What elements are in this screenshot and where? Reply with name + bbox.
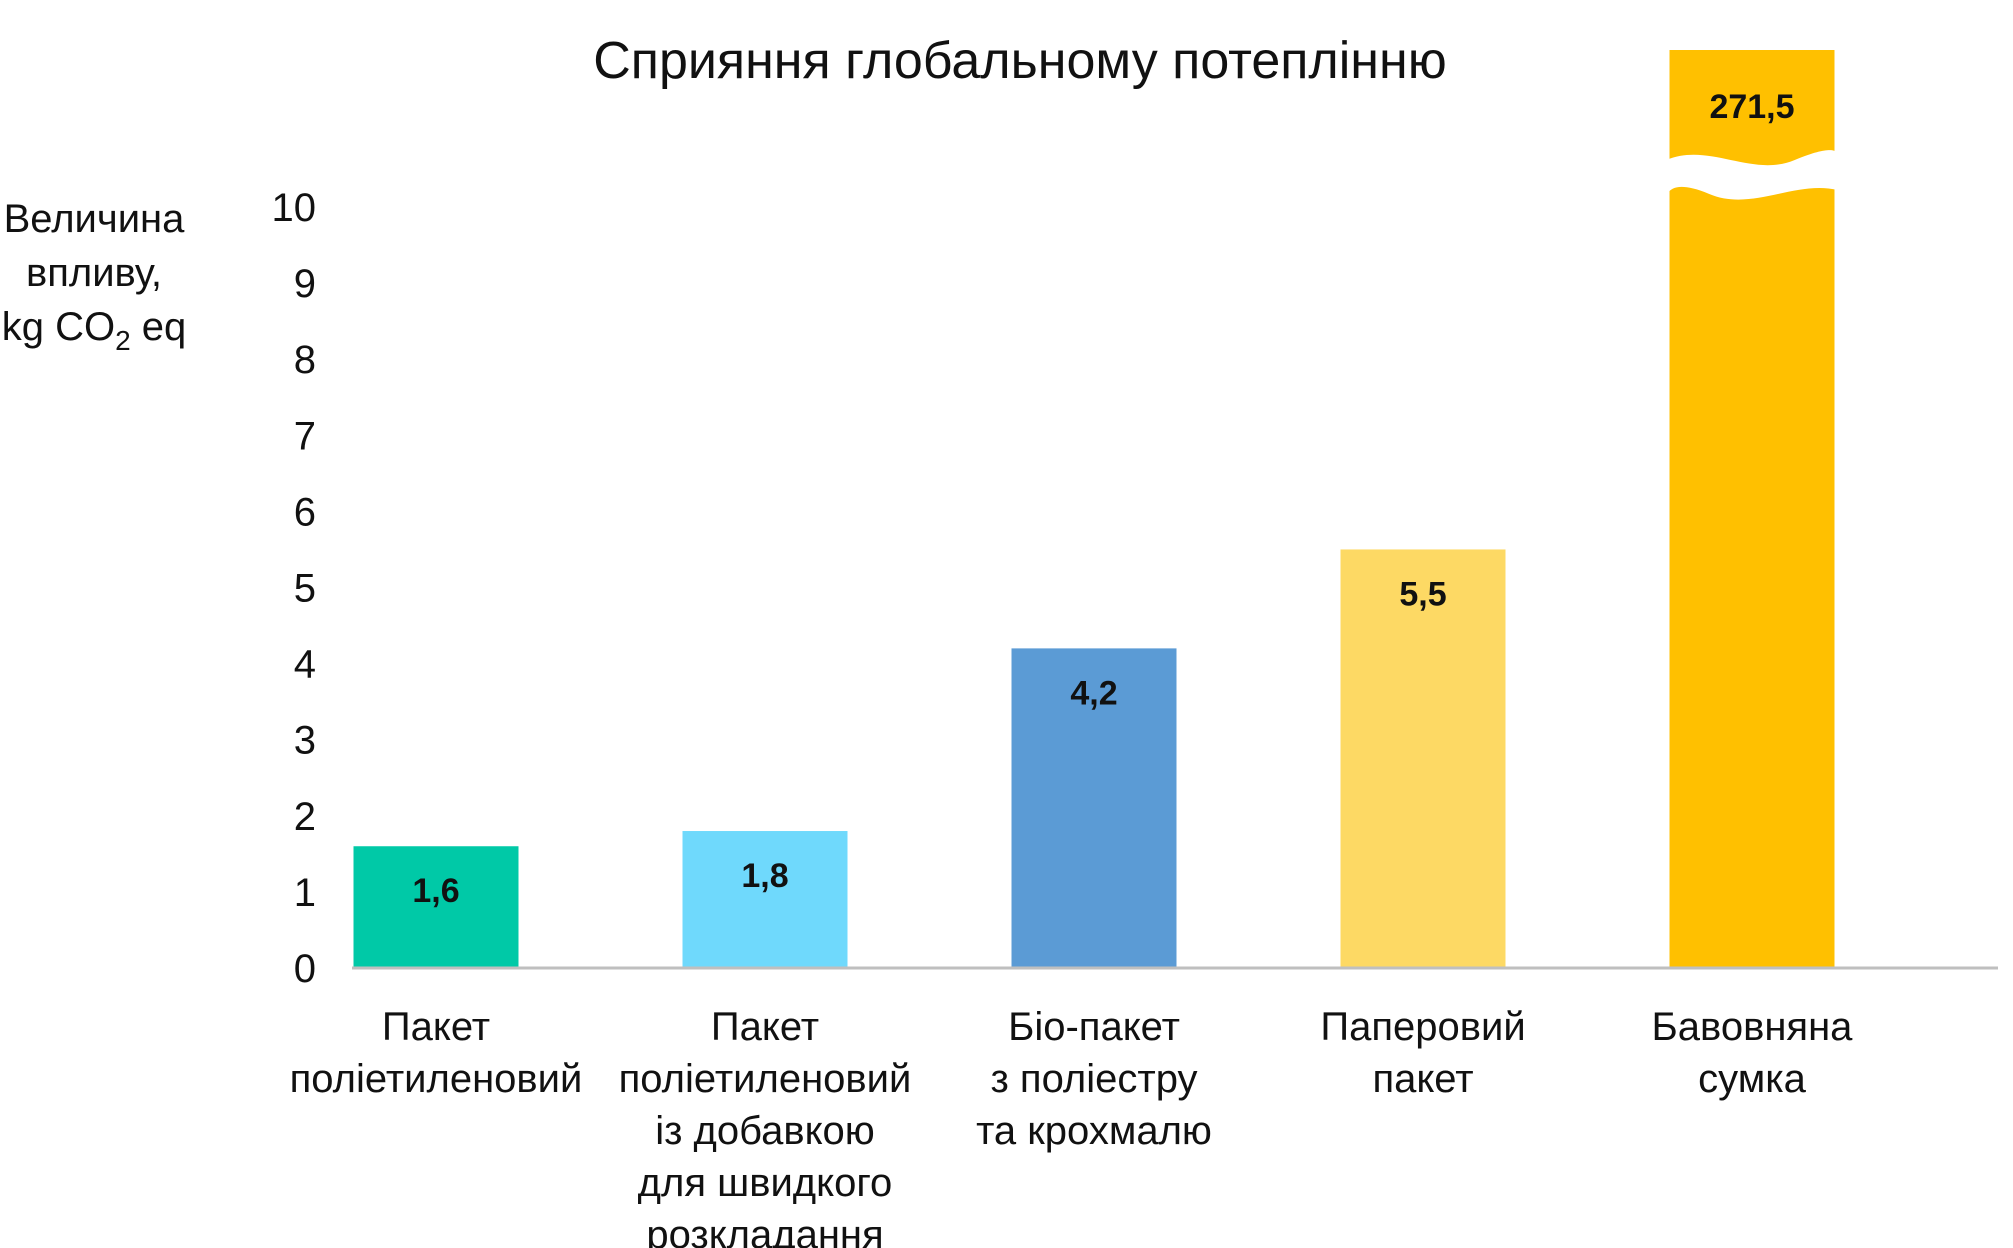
y-tick-label-8: 8 — [294, 338, 316, 382]
y-axis-label-line-1: Величина — [4, 197, 186, 241]
data-label-1: 1,6 — [412, 872, 459, 910]
y-tick-label-6: 6 — [294, 490, 316, 534]
bar-3 — [1011, 648, 1177, 968]
bars — [353, 50, 1838, 968]
data-label-5: 271,5 — [1709, 88, 1794, 126]
y-axis-label-unit-sub: 2 — [115, 325, 131, 356]
chart-title: Сприяння глобальному потеплінню — [593, 32, 1446, 90]
y-tick-label-0: 0 — [294, 947, 316, 991]
data-label-3: 4,2 — [1070, 674, 1117, 712]
bar-4 — [1340, 549, 1506, 968]
y-tick-label-4: 4 — [294, 643, 316, 687]
bar-1 — [353, 846, 519, 968]
data-label-2: 1,8 — [741, 857, 788, 895]
y-axis-label-line-2: впливу, — [26, 251, 162, 295]
x-category-label-2: Пакет поліетиленовий із добавкою для швидко… — [619, 1005, 912, 1248]
x-category-label-1: Пакет поліетиленовий — [290, 1005, 583, 1101]
data-label-4: 5,5 — [1399, 575, 1446, 613]
y-tick-label-1: 1 — [294, 871, 316, 915]
y-tick-label-9: 9 — [294, 262, 316, 306]
y-axis-label: Величина впливу, kg CO2 eq — [2, 197, 187, 356]
y-axis-ticks: 0 1 2 3 4 5 6 7 8 9 10 — [272, 186, 317, 991]
x-category-label-5: Бавовняна сумка — [1652, 1005, 1854, 1101]
y-tick-label-3: 3 — [294, 719, 316, 763]
axis-break-gap — [1666, 150, 1838, 200]
bar-2 — [682, 831, 848, 968]
x-axis-categories: Пакет поліетиленовий Пакет поліетиленовий із… — [290, 1005, 1854, 1248]
y-axis-label-unit-pre: kg CO — [2, 305, 115, 349]
y-tick-label-7: 7 — [294, 414, 316, 458]
y-tick-label-10: 10 — [272, 186, 317, 230]
bar-5 — [1669, 50, 1835, 968]
y-axis-label-unit-post: eq — [131, 305, 187, 349]
x-category-label-3: Біо-пакет з поліестру та крохмалю — [976, 1005, 1212, 1153]
data-labels: 1,6 1,8 4,2 5,5 271,5 — [412, 88, 1794, 910]
y-tick-label-2: 2 — [294, 795, 316, 839]
y-tick-label-5: 5 — [294, 567, 316, 611]
y-axis-label-unit: kg CO2 eq — [2, 305, 187, 356]
x-category-label-4: Паперовий пакет — [1320, 1005, 1525, 1101]
